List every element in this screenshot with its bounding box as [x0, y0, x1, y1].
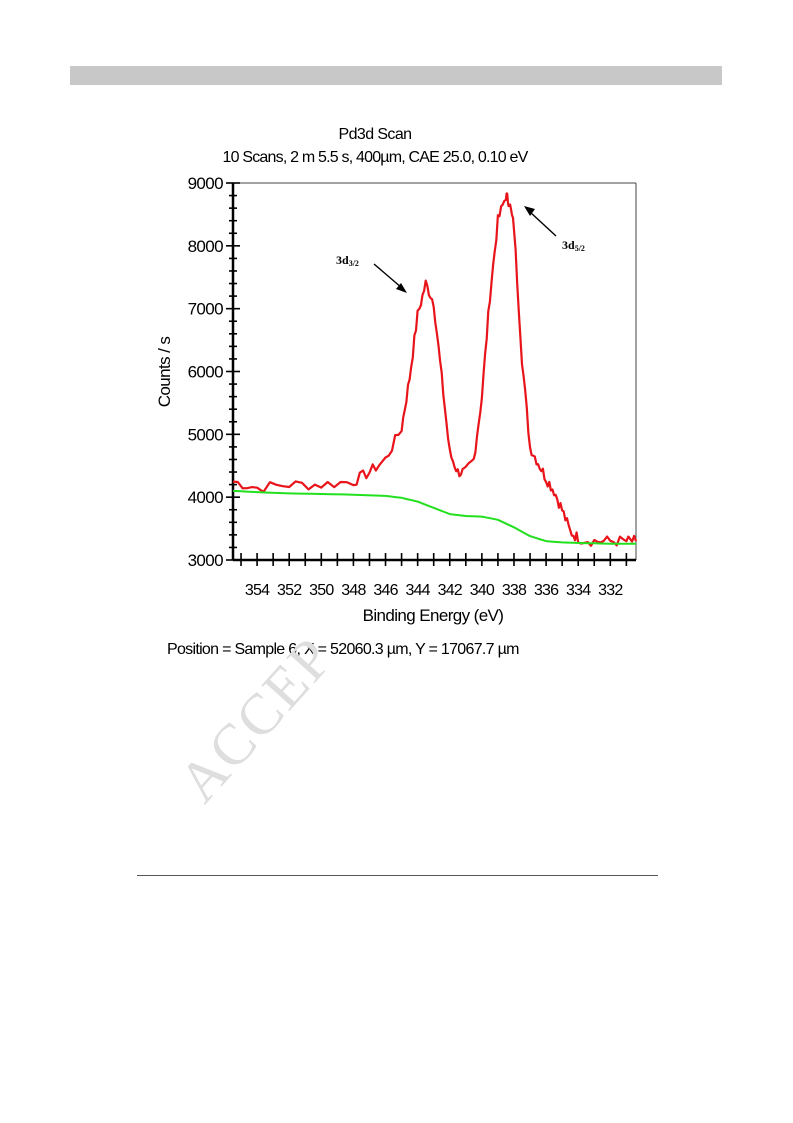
x-tick-label: 342 — [438, 582, 463, 599]
x-tick-label: 344 — [405, 582, 430, 599]
annotation-3d52-arrowhead — [524, 206, 535, 216]
chart-title: Pd3d Scan — [339, 126, 412, 143]
y-tick-label: 4000 — [188, 488, 224, 507]
x-axis-label: Binding Energy (eV) — [363, 606, 504, 625]
x-tick-label: 354 — [245, 582, 270, 599]
x-tick-label: 348 — [341, 582, 366, 599]
plot-area — [231, 182, 637, 562]
x-tick-label: 340 — [470, 582, 495, 599]
y-tick-label: 5000 — [188, 425, 224, 444]
background-line — [232, 489, 636, 545]
y-tick-label: 7000 — [188, 300, 224, 319]
x-tick-label: 334 — [566, 582, 591, 599]
annotation-3d32-main: 3d — [336, 253, 349, 267]
annotation-3d52-sub: 5/2 — [575, 244, 585, 253]
y-tick-label: 8000 — [188, 237, 224, 256]
chart-subtitle: 10 Scans, 2 m 5.5 s, 400µm, CAE 25.0, 0.… — [223, 149, 529, 166]
x-tick-label: 350 — [309, 582, 334, 599]
svg-text:3d5/2: 3d5/2 — [562, 238, 585, 253]
x-tick-label: 352 — [277, 582, 302, 599]
x-tick-label: 336 — [534, 582, 559, 599]
annotation-3d32-arrow — [373, 263, 403, 289]
annotation-3d32-arrowhead — [396, 283, 407, 293]
x-tick-label: 338 — [502, 582, 527, 599]
footer-divider — [137, 875, 658, 876]
position-caption: Position = Sample 6, X = 52060.3 µm, Y =… — [167, 641, 519, 658]
y-axis-label: Counts / s — [155, 337, 174, 408]
annotation-3d32-sub: 3/2 — [349, 259, 359, 268]
header-bar — [70, 66, 722, 85]
pd3d-signal-line — [232, 192, 638, 547]
annotation-3d32: 3d3/2 — [336, 253, 407, 293]
x-axis-ticks: 354 352 350 348 346 344 342 340 338 336 334 332 — [240, 553, 628, 599]
svg-text:3d3/2: 3d3/2 — [336, 253, 359, 268]
y-axis-ticks: 3000 4000 5000 6000 7000 8000 9000 — [188, 174, 240, 570]
y-tick-label: 6000 — [188, 363, 224, 382]
x-tick-label: 346 — [373, 582, 398, 599]
x-tick-label: 332 — [598, 582, 623, 599]
y-tick-label: 3000 — [188, 551, 224, 570]
annotation-3d52-arrow — [529, 211, 557, 237]
y-tick-label: 9000 — [188, 174, 224, 193]
series-layer — [232, 192, 638, 547]
annotation-3d52-main: 3d — [562, 238, 575, 252]
annotation-3d52: 3d5/2 — [524, 206, 585, 253]
